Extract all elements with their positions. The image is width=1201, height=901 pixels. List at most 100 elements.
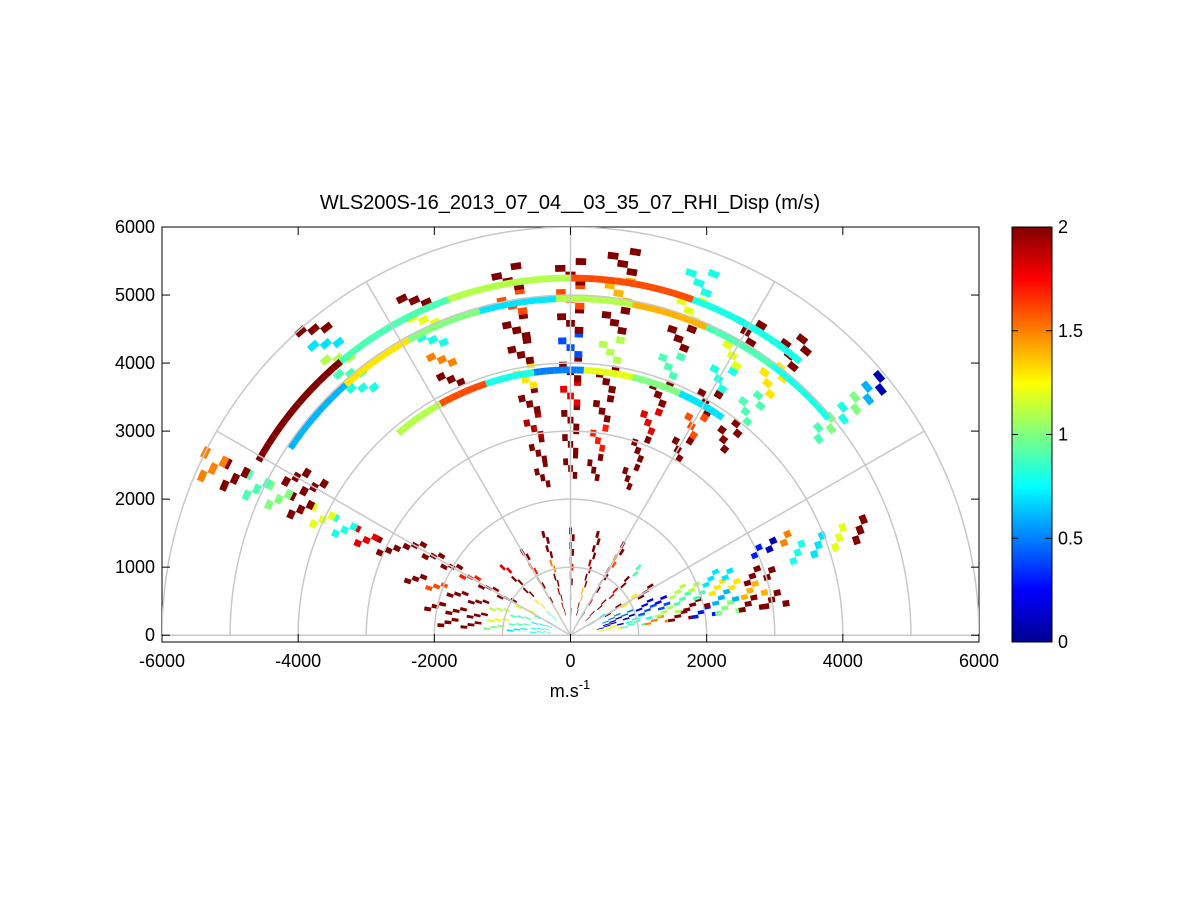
data-cell	[515, 622, 523, 626]
data-cell	[812, 421, 824, 434]
data-cell	[626, 267, 638, 277]
data-cell	[595, 295, 606, 304]
data-cell	[731, 418, 742, 429]
data-cell	[543, 631, 551, 633]
data-cell	[795, 333, 809, 345]
colorbar: 0 0.5 1 1.5 2	[1011, 217, 1083, 652]
data-cell	[496, 607, 504, 612]
data-cell	[692, 277, 705, 288]
data-cell	[382, 346, 394, 358]
x-axis-label-base: m.s	[550, 681, 579, 701]
data-cell	[717, 594, 726, 601]
data-cell	[732, 428, 743, 439]
data-cell	[602, 620, 609, 624]
data-cell	[664, 384, 675, 394]
data-cell	[517, 394, 526, 403]
data-cell	[349, 522, 359, 532]
data-cell	[320, 321, 333, 334]
data-cell	[862, 392, 875, 406]
data-cell	[522, 587, 529, 594]
data-cell	[800, 388, 813, 401]
data-cell	[395, 426, 406, 436]
data-cell	[589, 610, 595, 617]
data-cell	[657, 606, 665, 611]
data-cell	[570, 593, 573, 601]
data-cell	[295, 504, 306, 515]
data-cell	[505, 567, 513, 574]
data-cell	[699, 413, 710, 423]
data-cell	[533, 405, 541, 414]
data-cell	[411, 575, 420, 583]
data-cell	[488, 607, 497, 612]
data-cell	[416, 327, 429, 338]
data-cell	[768, 536, 778, 546]
data-cell	[425, 323, 437, 334]
data-cell	[545, 536, 550, 544]
data-cell	[727, 584, 736, 591]
data-cell	[627, 623, 635, 626]
data-cell	[675, 352, 686, 362]
data-cell	[344, 367, 357, 379]
data-cell	[521, 331, 531, 340]
data-cell	[494, 618, 502, 622]
data-cell	[540, 603, 546, 609]
data-cell	[508, 623, 516, 626]
data-cell	[316, 372, 329, 385]
y-tick-label: 4000	[115, 353, 155, 373]
colorbar-tick-label: 0	[1058, 632, 1068, 652]
data-cell	[543, 628, 551, 631]
data-cell	[834, 532, 844, 543]
data-cell	[536, 631, 544, 633]
data-cell	[421, 553, 430, 561]
data-cell	[561, 409, 568, 417]
data-cell	[344, 374, 357, 386]
data-cell	[789, 556, 798, 566]
data-cell	[752, 389, 764, 401]
data-cell	[671, 436, 681, 446]
data-cell	[608, 385, 617, 394]
data-cell	[491, 272, 503, 281]
data-cell	[755, 319, 768, 331]
data-cell	[510, 262, 522, 271]
data-cell	[674, 589, 682, 595]
data-cell	[374, 351, 387, 363]
x-tick-label: 6000	[959, 651, 999, 671]
data-cell	[330, 358, 343, 371]
data-cell	[553, 366, 562, 374]
data-cell	[836, 401, 849, 414]
data-cell	[584, 580, 588, 588]
data-cell	[511, 371, 521, 380]
data-cell	[273, 493, 284, 505]
y-tick-label: 6000	[115, 217, 155, 237]
data-cell	[807, 395, 819, 407]
y-axis-ticks: 0 1000 2000 3000 4000 5000 6000	[115, 217, 979, 645]
data-cell	[455, 563, 464, 571]
data-cell	[610, 369, 619, 378]
data-cell	[594, 436, 602, 445]
data-cell	[319, 478, 330, 489]
data-cell	[576, 366, 584, 374]
data-cell	[595, 530, 600, 539]
data-cell	[633, 301, 645, 310]
data-cell	[539, 474, 546, 482]
data-cell	[813, 433, 825, 445]
data-cell	[480, 612, 489, 617]
data-cell	[647, 426, 656, 436]
data-cell	[793, 548, 802, 557]
data-cell	[598, 407, 606, 416]
data-cell	[419, 540, 428, 549]
data-cell	[329, 388, 341, 400]
data-cell	[626, 482, 633, 491]
data-cell	[358, 337, 371, 349]
data-cell	[653, 390, 663, 400]
data-cell	[620, 306, 631, 315]
data-cell	[434, 319, 446, 330]
data-cell	[533, 567, 539, 575]
data-cell	[401, 421, 412, 432]
data-cell	[513, 628, 521, 631]
data-cell	[761, 377, 774, 389]
data-cell	[763, 357, 775, 369]
data-cell	[718, 434, 729, 445]
data-cell	[413, 412, 424, 423]
data-cell	[753, 565, 762, 573]
